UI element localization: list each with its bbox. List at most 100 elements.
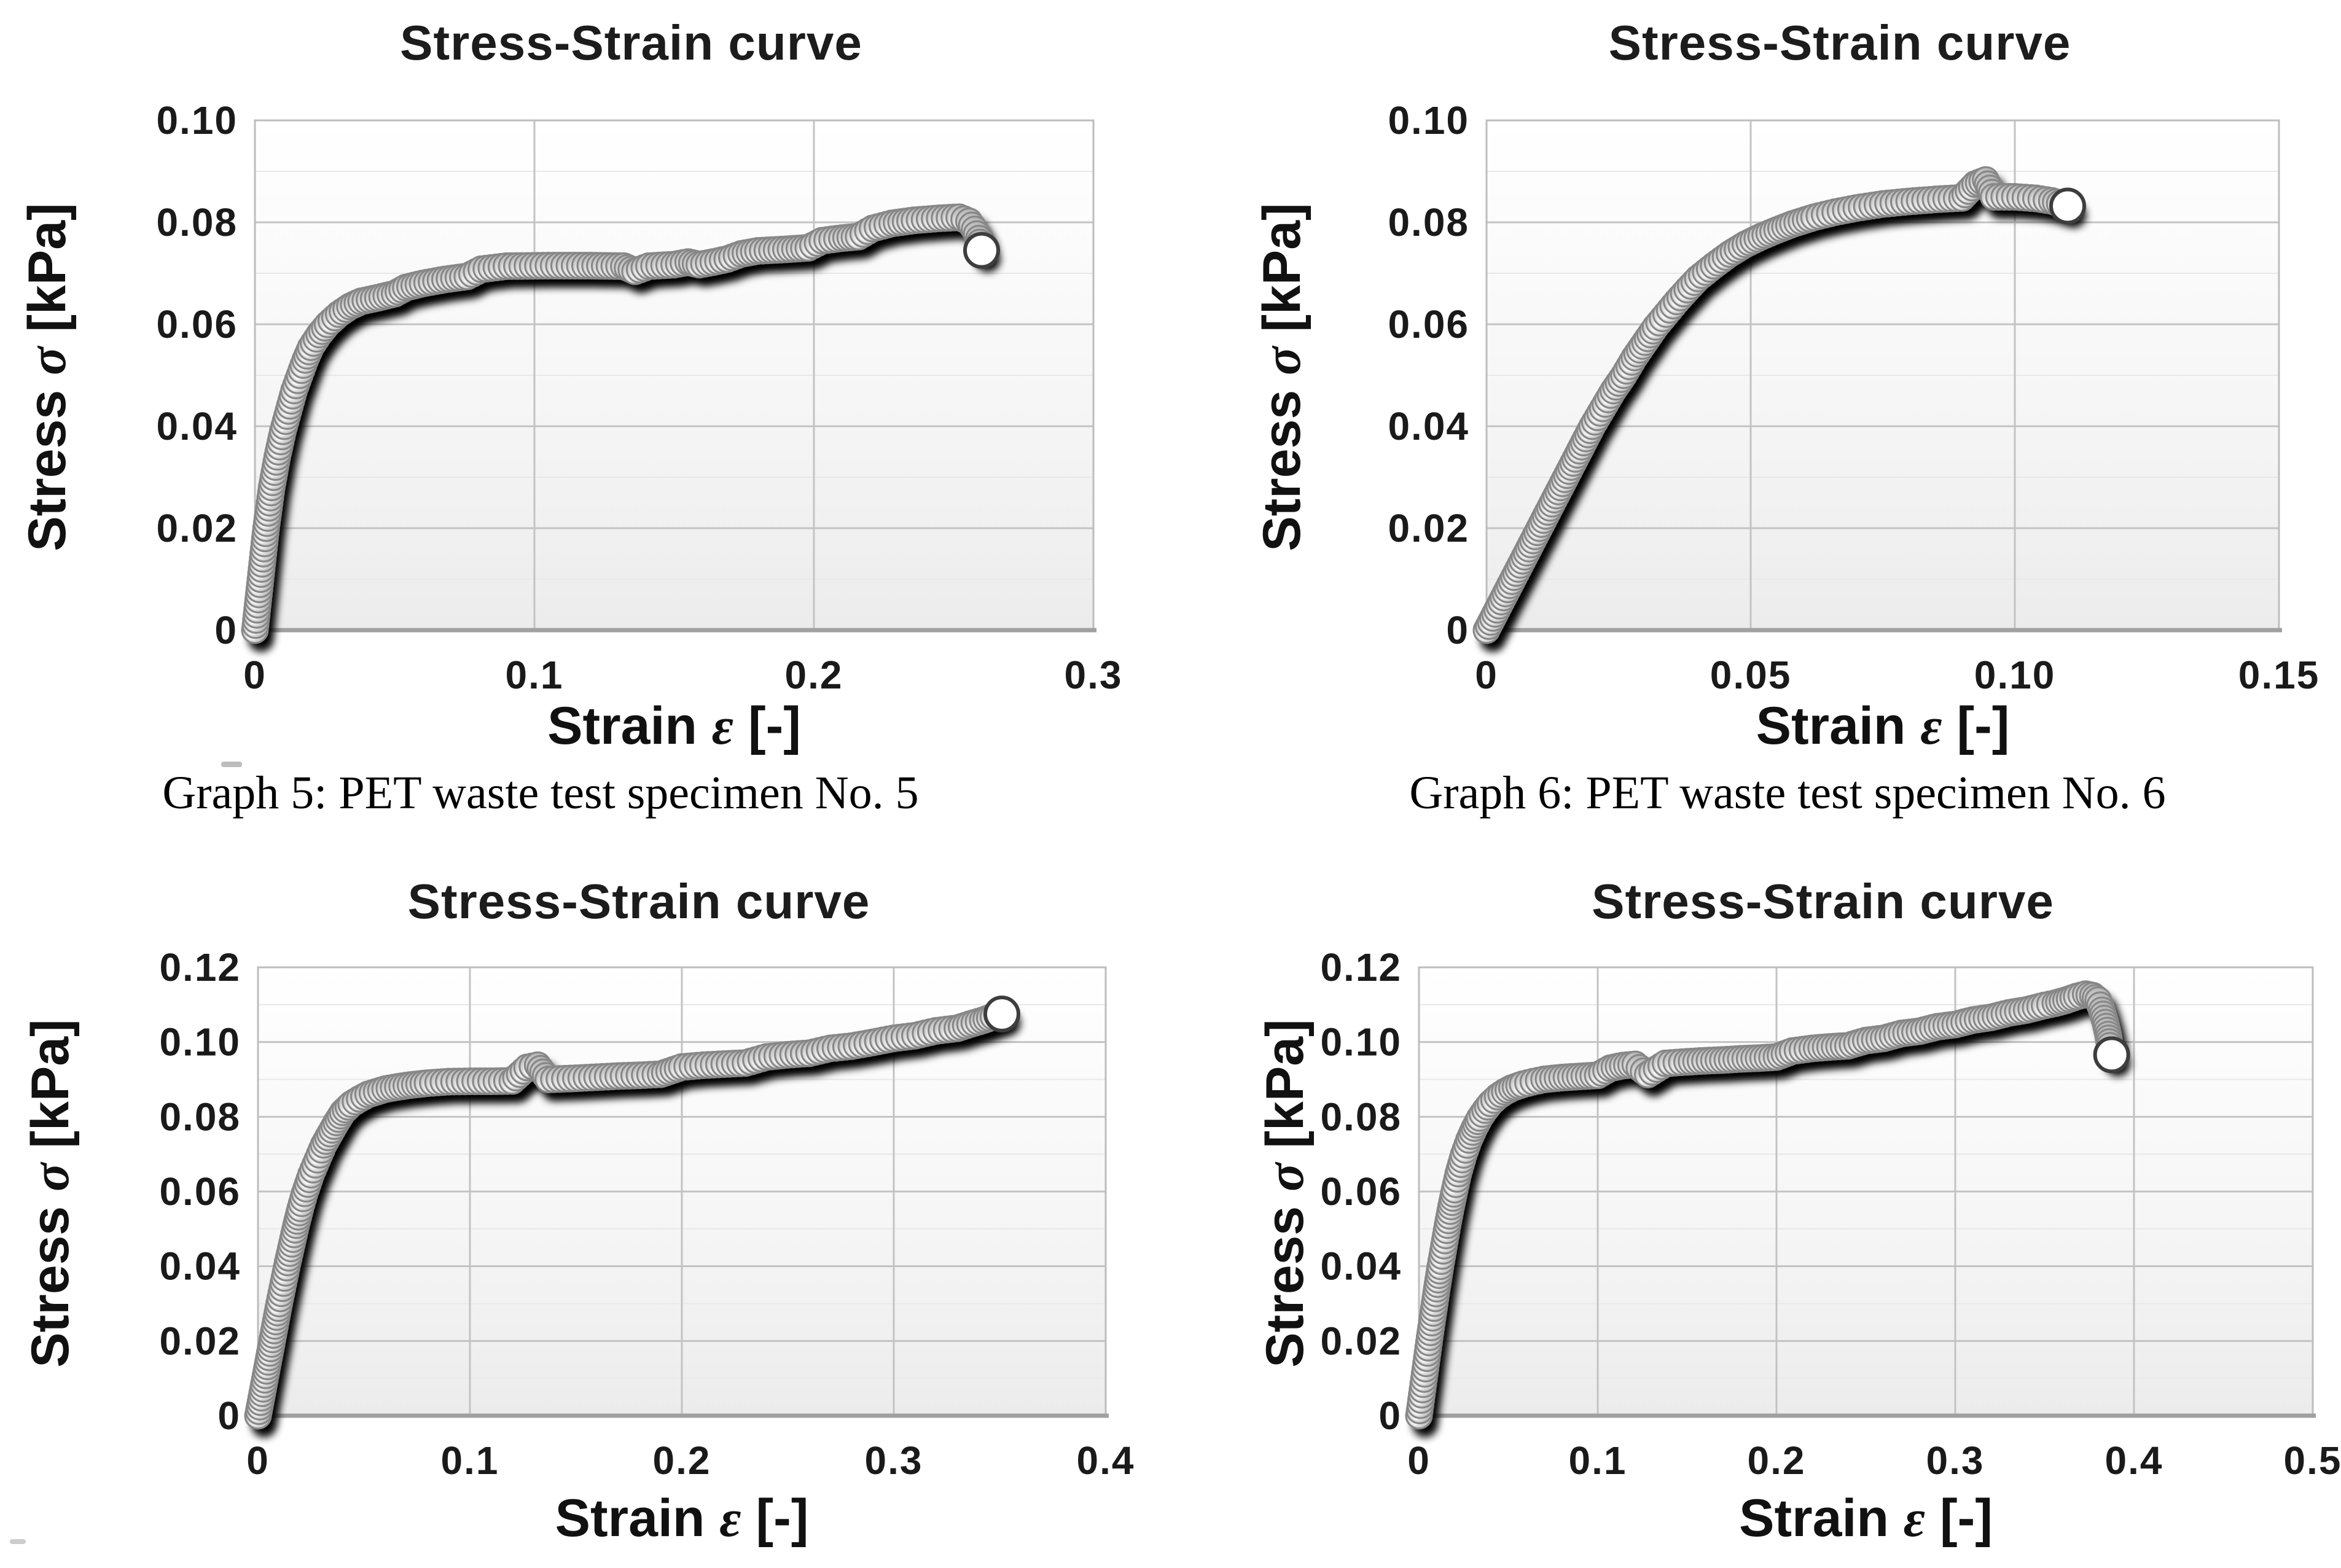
x-axis-label-unit: [-]: [1925, 1489, 1993, 1548]
x-tick-labels: 0 0.1 0.2 0.3 0.4: [246, 1438, 1135, 1483]
svg-text:0.10: 0.10: [159, 1020, 241, 1064]
svg-text:0.3: 0.3: [865, 1438, 923, 1483]
scan-artifact-dash: [221, 762, 242, 767]
x-axis-label-text: Strain: [1756, 696, 1921, 755]
end-marker: [2093, 1036, 2130, 1074]
y-axis-label: Stress σ [kPa]: [1254, 938, 1315, 1448]
svg-text:0.10: 0.10: [1974, 653, 2056, 697]
svg-text:0.4: 0.4: [2105, 1438, 2163, 1483]
svg-text:0.04: 0.04: [156, 404, 238, 448]
plot-area: 0 0.1 0.2 0.3 0.4 0 0.02 0.04 0.06 0.08 0.10 0.12: [159, 945, 1135, 1483]
y-axis-label: Stress σ [kPa]: [20, 938, 80, 1448]
x-axis-label-unit: [-]: [1942, 696, 2010, 755]
y-tick-labels: 0 0.02 0.04 0.06 0.08 0.10: [156, 98, 238, 652]
svg-text:0.02: 0.02: [159, 1319, 241, 1363]
plot-area: 0 0.05 0.10 0.15 0 0.02 0.04 0.06 0.08 0.10: [1388, 98, 2320, 697]
svg-text:0.02: 0.02: [156, 506, 238, 550]
x-axis-label: Strain ε [-]: [255, 695, 1093, 757]
svg-text:0.10: 0.10: [156, 98, 238, 142]
svg-text:0.12: 0.12: [1320, 945, 1402, 989]
svg-text:0.1: 0.1: [441, 1438, 499, 1483]
chart-title: Stress-Strain curve: [400, 15, 862, 70]
x-axis-label: Strain ε [-]: [258, 1488, 1106, 1549]
svg-text:0: 0: [1378, 1394, 1402, 1438]
svg-text:0.04: 0.04: [159, 1244, 241, 1289]
chart-cell-graph5: Stress-Strain curve Stress σ [kPa] 0 0.1 0…: [0, 0, 1170, 860]
svg-text:0.06: 0.06: [1388, 302, 1469, 346]
svg-text:0.4: 0.4: [1077, 1438, 1135, 1483]
svg-text:0.08: 0.08: [156, 200, 238, 244]
svg-text:0.2: 0.2: [785, 653, 843, 697]
svg-text:0.02: 0.02: [1320, 1319, 1402, 1363]
end-marker: [963, 232, 1000, 269]
sigma-symbol: σ: [21, 1163, 80, 1192]
chart-caption: Graph 6: PET waste test specimen No. 6: [1409, 767, 2166, 819]
end-marker: [2049, 187, 2086, 225]
epsilon-symbol: ε: [1903, 1489, 1926, 1548]
y-tick-labels: 0 0.02 0.04 0.06 0.08 0.10: [1388, 98, 1469, 652]
chart-caption: Graph 5: PET waste test specimen No. 5: [162, 767, 919, 819]
epsilon-symbol: ε: [1920, 696, 1942, 755]
svg-text:0.04: 0.04: [1388, 404, 1469, 448]
y-axis-label-unit: [kPa]: [18, 203, 77, 347]
y-tick-labels: 0 0.02 0.04 0.06 0.08 0.10 0.12: [159, 945, 241, 1438]
x-axis-label-unit: [-]: [741, 1489, 809, 1548]
svg-text:0.10: 0.10: [1388, 98, 1469, 142]
svg-text:0.12: 0.12: [159, 945, 241, 989]
chart-title: Stress-Strain curve: [1608, 15, 2071, 70]
svg-text:0.08: 0.08: [1388, 200, 1469, 244]
series-markers: [1472, 166, 2082, 644]
svg-text:0.08: 0.08: [1320, 1094, 1402, 1139]
y-axis-label-text: Stress: [1253, 375, 1311, 552]
chart-cell-bottom-right: Stress-Strain curve Stress σ [kPa] 0 0.1 0…: [1170, 860, 2341, 1568]
x-axis-label-text: Strain: [1739, 1489, 1904, 1548]
x-tick-labels: 0 0.1 0.2 0.3: [243, 653, 1123, 697]
svg-text:0.1: 0.1: [506, 653, 564, 697]
chart-cell-bottom-left: Stress-Strain curve Stress σ [kPa] 0 0.1 0…: [0, 860, 1170, 1568]
chart-title: Stress-Strain curve: [407, 874, 870, 929]
y-tick-labels: 0 0.02 0.04 0.06 0.08 0.10 0.12: [1320, 945, 1402, 1438]
svg-text:0.15: 0.15: [2238, 653, 2320, 697]
svg-text:0: 0: [217, 1394, 241, 1438]
x-axis-label: Strain ε [-]: [1419, 1488, 2313, 1549]
svg-text:0.05: 0.05: [1710, 653, 1792, 697]
chart-cell-graph6: Stress-Strain curve Stress σ [kPa] 0 0.05…: [1170, 0, 2341, 860]
svg-text:0.02: 0.02: [1388, 506, 1469, 550]
x-axis-label-text: Strain: [547, 696, 712, 755]
svg-text:0.06: 0.06: [156, 302, 238, 346]
svg-text:0.08: 0.08: [159, 1094, 241, 1139]
svg-text:0.2: 0.2: [653, 1438, 711, 1483]
svg-text:0.10: 0.10: [1320, 1020, 1402, 1064]
y-axis-label-text: Stress: [18, 375, 77, 552]
svg-text:0: 0: [1446, 608, 1469, 652]
scan-artifact-dash: [10, 1539, 26, 1544]
svg-text:0.06: 0.06: [159, 1169, 241, 1214]
svg-text:0.06: 0.06: [1320, 1169, 1402, 1214]
svg-text:0: 0: [1407, 1438, 1431, 1483]
series-markers: [244, 1000, 1016, 1430]
x-tick-labels: 0 0.1 0.2 0.3 0.4 0.5: [1407, 1438, 2340, 1483]
svg-text:0.1: 0.1: [1569, 1438, 1627, 1483]
y-axis-label-text: Stress: [1256, 1191, 1315, 1368]
y-axis-label: Stress σ [kPa]: [1251, 122, 1311, 632]
x-axis-label-unit: [-]: [733, 696, 801, 755]
plot-area: 0 0.1 0.2 0.3 0 0.02 0.04 0.06 0.08 0.10: [156, 98, 1123, 697]
end-marker: [983, 996, 1020, 1033]
chart-title: Stress-Strain curve: [1592, 874, 2054, 929]
y-axis-label-text: Stress: [21, 1191, 80, 1368]
series-markers: [241, 203, 996, 644]
svg-text:0: 0: [243, 653, 267, 697]
svg-text:0.2: 0.2: [1748, 1438, 1806, 1483]
x-axis-label-text: Strain: [555, 1489, 720, 1548]
svg-text:0: 0: [246, 1438, 270, 1483]
epsilon-symbol: ε: [711, 696, 734, 755]
sigma-symbol: σ: [18, 346, 77, 375]
plot-area: 0 0.1 0.2 0.3 0.4 0.5 0 0.02 0.04 0.06 0.08 0.10 0.1…: [1320, 945, 2340, 1483]
svg-text:0: 0: [214, 608, 238, 652]
svg-text:0.3: 0.3: [1065, 653, 1123, 697]
x-tick-labels: 0 0.05 0.10 0.15: [1475, 653, 2320, 697]
y-axis-label: Stress σ [kPa]: [17, 122, 77, 632]
x-axis-label: Strain ε [-]: [1487, 695, 2279, 757]
y-axis-label-unit: [kPa]: [1253, 203, 1311, 347]
